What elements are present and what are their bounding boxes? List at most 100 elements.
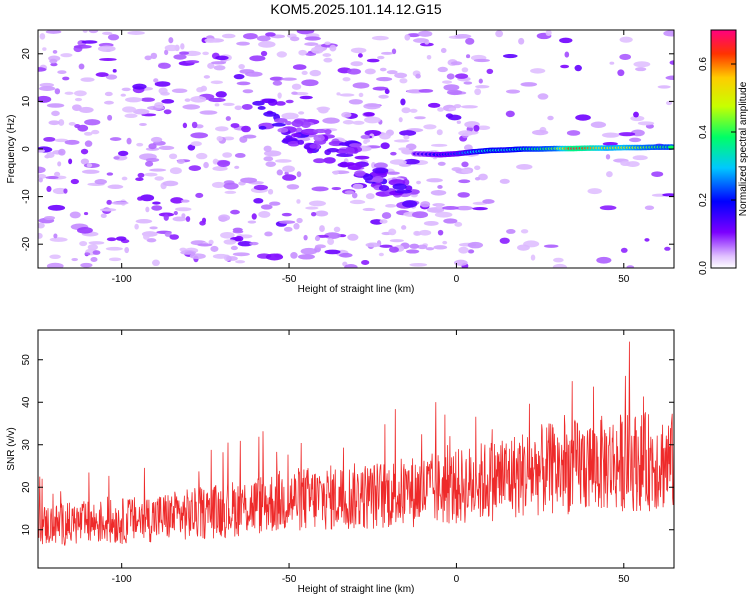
- noise-blob: [517, 244, 530, 251]
- noise-blob: [215, 91, 227, 98]
- noise-blob: [443, 84, 460, 91]
- noise-blob: [107, 114, 113, 121]
- noise-blob: [279, 220, 296, 224]
- snr-series-line: [38, 341, 674, 546]
- colorbar: 0.0 0.2 0.4 0.6 Normalized spectral amplitu…: [698, 29, 749, 275]
- noise-blob: [80, 262, 93, 268]
- noise-blob: [102, 31, 113, 35]
- noise-blob: [84, 140, 93, 147]
- noise-blob: [633, 61, 651, 68]
- noise-blob: [417, 244, 428, 250]
- noise-blob: [251, 213, 257, 220]
- noise-blob: [157, 62, 171, 69]
- noise-blob: [296, 217, 303, 224]
- band-blob: [284, 120, 292, 126]
- noise-blob: [83, 131, 93, 136]
- band-blob: [402, 200, 418, 208]
- noise-blob: [258, 40, 276, 48]
- noise-blob: [553, 257, 564, 263]
- noise-blob: [122, 106, 137, 113]
- noise-blob: [304, 36, 321, 41]
- noise-blob: [210, 245, 219, 252]
- noise-blob: [404, 34, 411, 41]
- noise-blob: [100, 213, 107, 218]
- noise-blob: [315, 210, 329, 217]
- noise-blob: [299, 95, 313, 100]
- noise-blob: [516, 164, 533, 170]
- noise-blob: [86, 163, 93, 168]
- noise-blob: [162, 180, 179, 187]
- noise-blob: [347, 68, 362, 75]
- noise-blob: [331, 186, 342, 191]
- noise-blob: [362, 207, 376, 212]
- noise-blob: [230, 209, 240, 215]
- noise-blob: [218, 214, 231, 222]
- band-blob: [372, 167, 389, 174]
- noise-blob: [324, 249, 341, 255]
- noise-blob: [669, 60, 674, 65]
- noise-blob: [211, 61, 227, 65]
- noise-blob: [241, 125, 251, 133]
- spectrogram-ylabel: Frequency (Hz): [6, 115, 17, 184]
- noise-blob: [445, 113, 454, 119]
- y-tick-label: 50: [21, 354, 32, 366]
- snr-ticks: -100 -50 0 50 10 20 30 40 50: [21, 330, 674, 585]
- noise-blob: [70, 178, 79, 185]
- noise-blob: [418, 30, 433, 37]
- noise-blob: [260, 204, 273, 210]
- noise-blob: [84, 252, 91, 256]
- noise-blob: [168, 37, 174, 44]
- noise-blob: [436, 203, 443, 210]
- noise-blob: [296, 171, 302, 178]
- noise-blob: [332, 170, 340, 175]
- noise-blob: [230, 123, 240, 129]
- noise-blob: [440, 47, 447, 54]
- noise-blob: [342, 77, 351, 82]
- noise-blob: [137, 196, 144, 201]
- noise-blob: [467, 249, 475, 254]
- noise-blob: [282, 165, 295, 173]
- noise-blob: [349, 199, 366, 205]
- noise-blob: [57, 161, 62, 167]
- noise-blob: [203, 161, 209, 169]
- noise-blob: [666, 100, 673, 106]
- noise-blob: [117, 150, 129, 157]
- band-blob: [277, 127, 289, 133]
- noise-blob: [139, 122, 147, 126]
- noise-blob: [282, 174, 297, 181]
- noise-blob: [352, 120, 365, 125]
- noise-blob: [179, 51, 190, 55]
- colorbar-tick-label: 0.0: [698, 261, 709, 275]
- noise-blob: [458, 130, 474, 137]
- spectrogram-marks: [38, 30, 674, 268]
- noise-blob: [495, 30, 504, 38]
- noise-blob: [207, 62, 215, 69]
- noise-blob: [431, 143, 448, 147]
- noise-blob: [88, 30, 99, 34]
- noise-blob: [301, 70, 308, 76]
- noise-blob: [190, 96, 207, 103]
- noise-blob: [126, 137, 132, 145]
- noise-blob: [265, 253, 284, 261]
- noise-blob: [425, 247, 435, 251]
- x-tick-label: -50: [282, 574, 297, 585]
- noise-blob: [465, 37, 475, 45]
- noise-blob: [265, 32, 276, 37]
- noise-blob: [311, 46, 324, 54]
- noise-blob: [305, 206, 319, 210]
- noise-blob: [530, 68, 546, 74]
- noise-blob: [58, 148, 66, 156]
- noise-blob: [329, 44, 337, 52]
- noise-blob: [426, 54, 432, 60]
- noise-blob: [54, 88, 61, 95]
- noise-blob: [364, 129, 382, 137]
- noise-blob: [386, 70, 398, 75]
- noise-blob: [284, 171, 289, 176]
- noise-blob: [234, 165, 240, 169]
- noise-blob: [238, 63, 245, 70]
- noise-blob: [323, 57, 333, 63]
- noise-blob: [310, 212, 317, 217]
- x-tick-label: 50: [618, 274, 630, 285]
- noise-blob: [394, 72, 408, 79]
- noise-blob: [106, 172, 114, 176]
